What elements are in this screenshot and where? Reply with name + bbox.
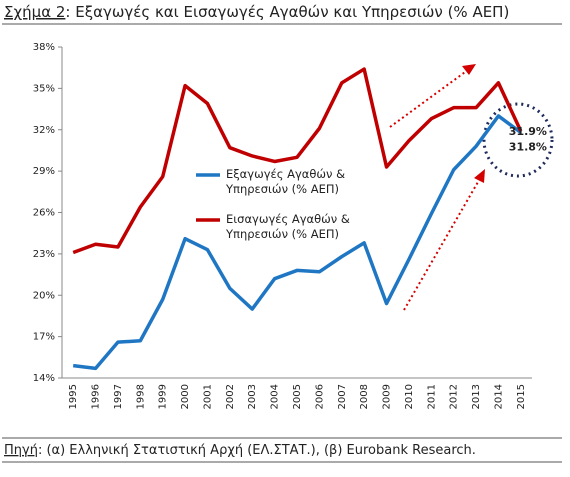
- arrowhead: [462, 64, 476, 75]
- value-label: 31.9%: [509, 125, 547, 138]
- source: Πηγή: (α) Ελληνική Στατιστική Αρχή (ΕΛ.Σ…: [4, 443, 476, 458]
- figure-label: Σχήμα 2: [4, 3, 65, 21]
- x-tick-label: 2011: [426, 384, 437, 409]
- x-tick-label: 1995: [68, 384, 79, 409]
- source-text: : (α) Ελληνική Στατιστική Αρχή (ΕΛ.ΣΤΑΤ.…: [38, 443, 476, 458]
- y-tick-label: 32%: [33, 125, 55, 136]
- highlight-circle: [482, 102, 554, 178]
- arrowhead: [474, 169, 485, 183]
- x-tick-label: 1996: [91, 384, 102, 409]
- trend-arrow: [403, 174, 483, 311]
- x-tick-label: 2001: [202, 384, 213, 409]
- trend-arrow: [389, 66, 473, 128]
- y-tick-label: 20%: [33, 290, 55, 301]
- x-tick-label: 2006: [314, 384, 325, 409]
- x-tick-label: 2009: [382, 384, 393, 409]
- x-tick-label: 2007: [337, 384, 348, 409]
- y-tick-label: 26%: [33, 208, 55, 219]
- y-tick-label: 17%: [33, 332, 55, 343]
- x-tick-label: 1997: [113, 384, 124, 409]
- y-tick-label: 23%: [33, 249, 55, 260]
- x-tick-label: 2003: [247, 384, 258, 409]
- x-tick-label: 2005: [292, 384, 303, 409]
- legend-label: Εξαγωγές Αγαθών & Υπηρεσιών (% ΑΕΠ): [226, 167, 346, 196]
- series-line: [72, 114, 522, 371]
- x-tick-label: 2000: [180, 384, 191, 409]
- x-tick-label: 2013: [471, 384, 482, 409]
- y-tick-label: 38%: [33, 42, 55, 53]
- value-label: 31.8%: [509, 141, 547, 154]
- x-tick-label: 1998: [135, 384, 146, 409]
- chart-title: Σχήμα 2: Εξαγωγές και Εισαγωγές Αγαθών κ…: [4, 3, 509, 21]
- legend-label: Εισαγωγές Αγαθών & Υπηρεσιών (% ΑΕΠ): [226, 212, 350, 241]
- x-tick-label: 1999: [158, 384, 169, 409]
- x-tick-label: 2015: [516, 384, 527, 409]
- y-tick-label: 35%: [33, 83, 55, 94]
- x-tick-label: 2004: [270, 384, 281, 409]
- x-tick-label: 2008: [359, 384, 370, 409]
- x-tick-label: 2014: [493, 384, 504, 409]
- source-label: Πηγή: [4, 443, 38, 458]
- x-tick-label: 2002: [225, 384, 236, 409]
- x-tick-label: 2012: [449, 384, 460, 409]
- y-tick-label: 29%: [33, 166, 55, 177]
- series-line: [72, 67, 523, 255]
- title-text: : Εξαγωγές και Εισαγωγές Αγαθών και Υπηρ…: [65, 3, 509, 21]
- y-tick-label: 14%: [33, 373, 55, 384]
- x-tick-label: 2010: [404, 384, 415, 409]
